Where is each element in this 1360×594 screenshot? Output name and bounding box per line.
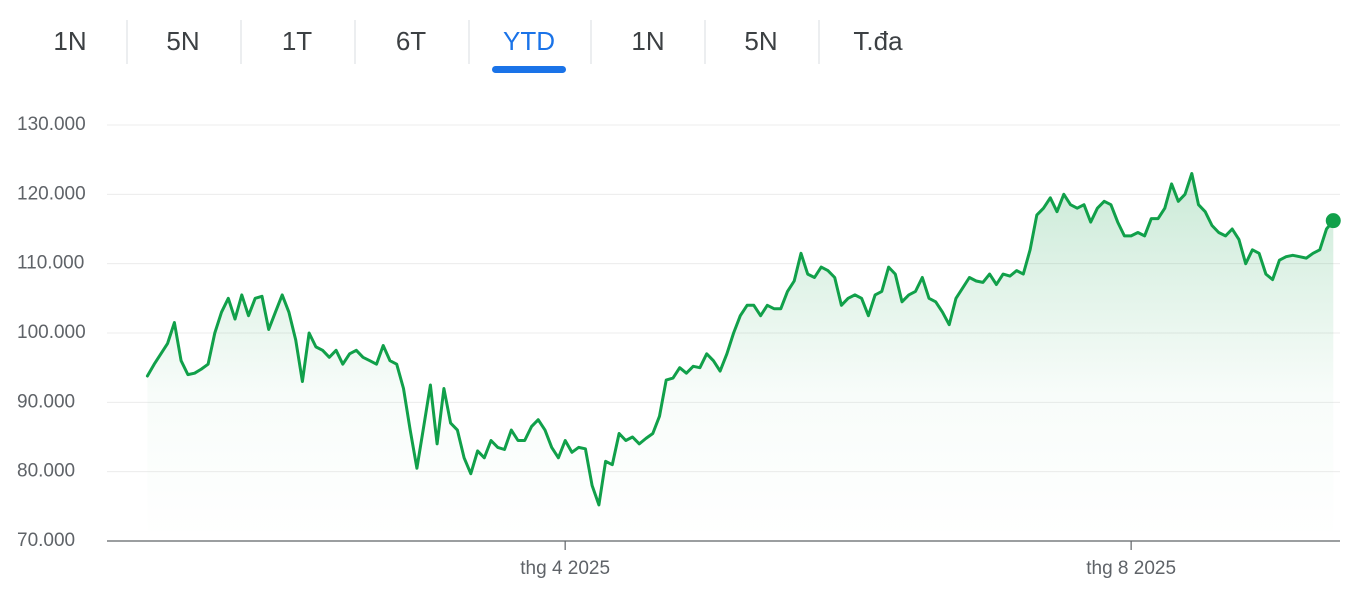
range-tab[interactable]: 5N xyxy=(744,26,777,56)
x-tick-label: thg 8 2025 xyxy=(1086,558,1176,579)
y-tick-label: 100.000 xyxy=(17,322,86,343)
last-price-dot xyxy=(1325,213,1341,229)
range-tab[interactable]: YTD xyxy=(503,26,555,56)
range-tab[interactable]: 1T xyxy=(282,26,312,56)
x-tick-label: thg 4 2025 xyxy=(520,558,610,579)
active-tab-indicator xyxy=(492,66,566,73)
price-area xyxy=(147,173,1334,541)
range-tabs: 1N 5N 1T 6T YTD 1N 5N T.đa xyxy=(53,20,903,73)
y-tick-label: 120.000 xyxy=(17,183,86,204)
price-line xyxy=(145,172,1335,507)
y-tick-label: 70.000 xyxy=(17,530,75,551)
y-tick-label: 130.000 xyxy=(17,114,86,135)
range-tab[interactable]: 5N xyxy=(166,26,199,56)
range-tab[interactable]: 1N xyxy=(53,26,86,56)
range-tab[interactable]: 6T xyxy=(396,26,426,56)
y-tick-label: 110.000 xyxy=(17,253,84,274)
range-tab[interactable]: 1N xyxy=(631,26,664,56)
y-tick-label: 80.000 xyxy=(17,461,75,482)
range-tab[interactable]: T.đa xyxy=(853,26,903,56)
y-tick-label: 90.000 xyxy=(17,391,75,412)
